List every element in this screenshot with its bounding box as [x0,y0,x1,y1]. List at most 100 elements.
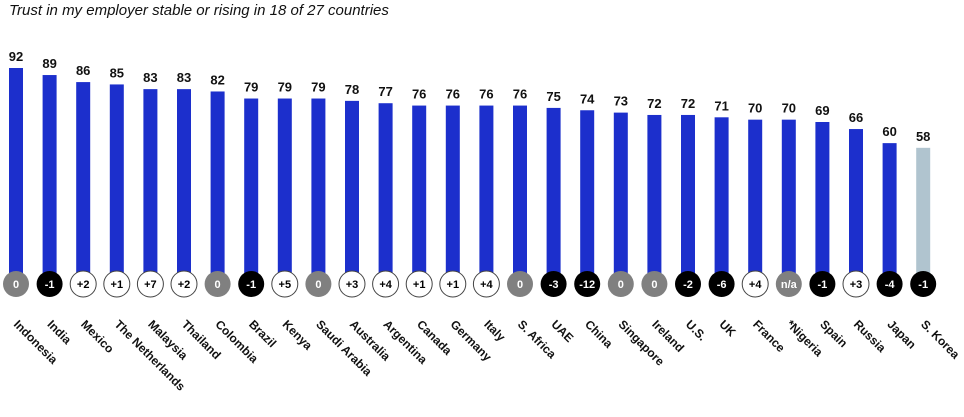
change-badge-label: -1 [818,279,828,291]
bar-value-label: 79 [278,80,292,95]
category-label: China [582,317,616,351]
bar-value-label: 79 [244,80,258,95]
bar-value-label: 86 [76,63,90,78]
change-badge-label: 0 [13,279,19,291]
bar [109,84,124,284]
change-badge [136,270,164,298]
change-badge [3,271,29,297]
bar [378,103,393,284]
change-badge-label: +1 [413,279,426,291]
bar-value-label: 82 [210,72,224,87]
change-badge [204,271,231,297]
change-badge [103,270,131,298]
bar [277,98,292,285]
change-badge-label: -6 [717,279,727,291]
bar [815,122,830,284]
change-badge-label: +4 [749,279,762,291]
change-badge-label: -12 [579,279,595,291]
change-badge-label: +1 [111,279,124,291]
bar-value-label: 75 [546,89,560,104]
bar [311,98,326,285]
category-label: India [44,317,74,347]
bar-value-label: 76 [412,87,426,102]
bar-value-label: 76 [513,87,527,102]
bar [781,119,796,284]
change-badge [741,270,769,298]
change-badge [607,271,634,297]
change-badge-label: +3 [346,279,359,291]
change-badge-label: 0 [315,279,321,291]
change-badge-label: +2 [178,279,191,291]
category-label: S. Korea [918,317,963,362]
bar-value-label: 78 [345,82,359,97]
bar-value-label: 85 [110,65,124,80]
category-label: Italy [481,317,508,344]
change-badge-label: +2 [77,279,90,291]
bar [613,112,628,284]
change-badge [809,271,836,297]
bar [445,105,460,284]
bar-value-label: 66 [849,110,863,125]
bar [849,129,863,284]
change-badge-label: 0 [215,279,221,291]
bar-value-label: 83 [143,70,157,85]
change-badge-label: +4 [379,279,392,291]
bar-value-label: 70 [748,101,762,116]
change-badge [708,271,735,297]
bar-value-label: 74 [580,91,595,106]
bar-value-label: 70 [782,101,796,116]
change-badge [405,270,433,298]
change-badge [472,270,500,298]
bar [647,114,662,285]
bar [76,82,91,284]
change-badge [271,270,299,298]
bar [513,105,527,284]
change-badge-label: -1 [918,279,928,291]
bar [42,75,57,284]
bar [177,89,191,284]
bar-value-label: 79 [311,80,325,95]
bar [882,143,897,284]
category-label: U.S. [683,317,709,343]
bar [412,105,427,284]
change-badge [170,270,198,298]
change-badge [238,271,265,297]
change-badge [574,271,601,297]
bar [9,68,23,284]
category-label: UAE [548,317,576,345]
bar-value-label: 73 [614,94,628,109]
change-badge-label: 0 [618,279,624,291]
category-label: France [750,317,788,355]
bar-value-label: 89 [42,56,56,71]
bar [143,89,158,284]
change-badge-label: +1 [447,279,460,291]
change-badge-label: -2 [683,279,693,291]
change-badge [775,271,802,297]
change-badge [540,271,567,297]
change-badge [641,271,668,297]
bar-value-label: 71 [714,98,728,113]
bar-value-label: 72 [647,96,661,111]
change-badge [507,271,533,297]
change-badge-label: -4 [885,279,896,291]
bar-value-label: 69 [815,103,829,118]
bar-value-label: 76 [479,87,493,102]
change-badge-label: -1 [246,279,256,291]
bar-value-label: 60 [882,124,896,139]
change-badge-label: +7 [144,279,157,291]
change-badge-label: 0 [517,279,523,291]
change-badge-label: +5 [279,279,292,291]
change-badge-label: n/a [781,279,798,291]
category-label: Kenya [280,317,316,353]
change-badge [69,270,97,298]
bar [244,98,259,285]
bar-value-label: 58 [916,129,930,144]
bar-value-label: 83 [177,70,191,85]
change-badge [372,270,400,298]
change-badge [338,270,366,298]
bar [714,117,729,284]
change-badge-label: 0 [651,279,657,291]
change-badge-label: +4 [480,279,493,291]
change-badge-label: -3 [549,279,559,291]
